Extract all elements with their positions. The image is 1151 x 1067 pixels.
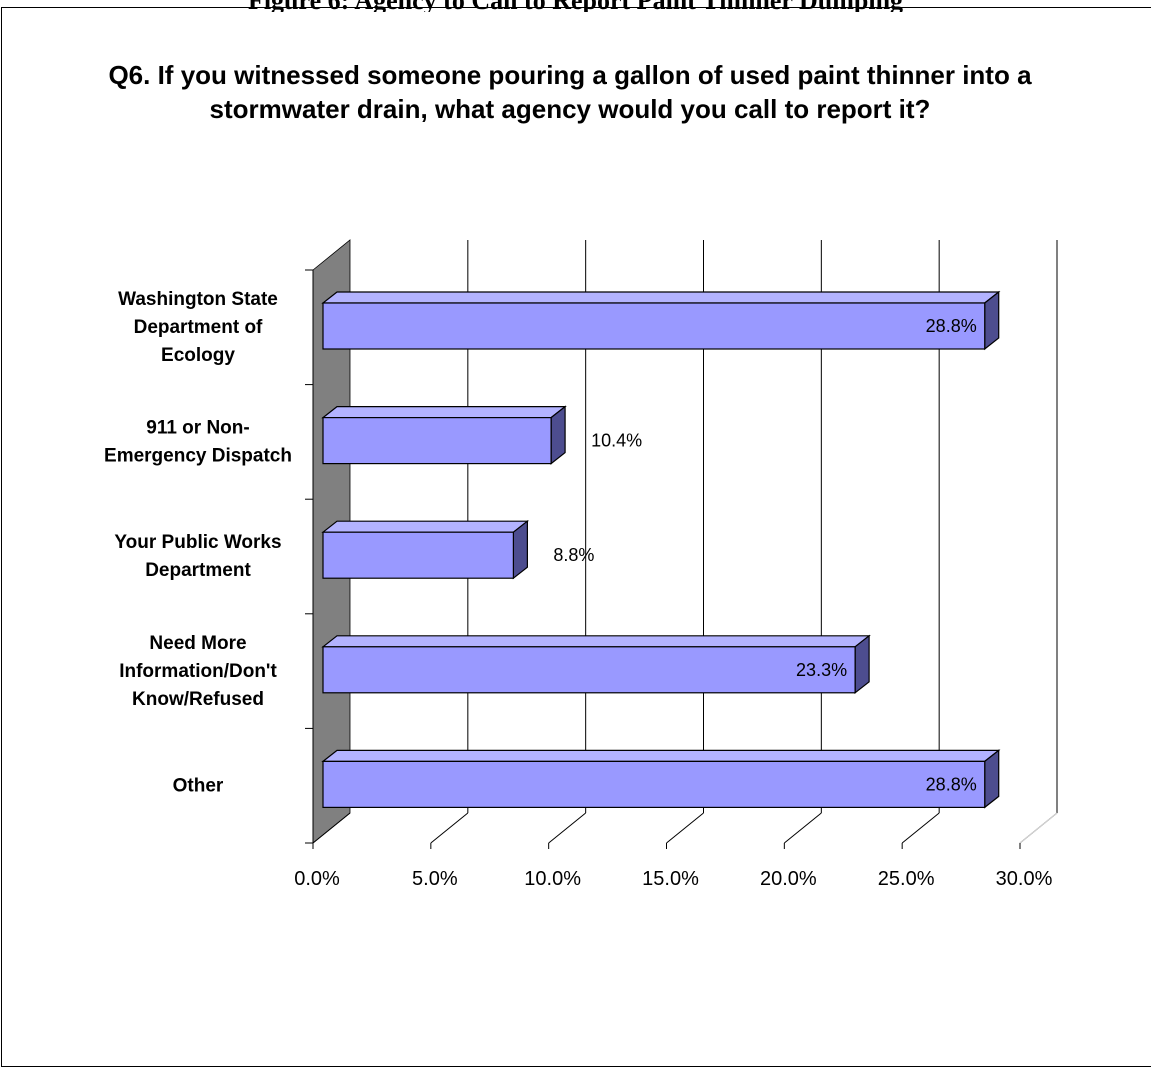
category-label-line: Department [145,560,251,581]
category-label-line: Your Public Works [114,532,281,553]
bar-top-face [321,749,1001,763]
category-label: Washington State Department of Ecology [118,289,278,366]
data-label: 28.8% [926,774,977,794]
category-label-line: Know/Refused [132,689,264,710]
category-label: Other [173,775,224,796]
data-label: 23.3% [796,660,847,680]
category-label: Your Public Works Department [114,532,281,581]
bar [322,302,986,350]
bar [322,760,986,809]
bar [322,417,552,465]
category-label-line: Emergency Dispatch [104,446,292,467]
category-label-line: Information/Don't [119,661,277,682]
category-label-line: Other [173,775,224,796]
floor-gridline [784,812,822,844]
floor-edge [1019,812,1058,844]
data-label: 8.8% [553,545,594,565]
bar-top-face [321,520,530,533]
category-label-line: Department of [134,317,263,338]
bar-top-face [321,635,871,648]
data-label: 28.8% [926,316,977,336]
x-tick-label: 25.0% [878,868,935,890]
category-label-line: Ecology [161,345,235,366]
bar-top-face [321,406,567,419]
x-tick-label: 5.0% [412,868,458,890]
figure-caption: Figure 6: Agency to Call to Report Paint… [0,0,1151,12]
data-label: 10.4% [591,431,642,451]
bar [322,646,856,694]
category-label: Need More Information/Don't Know/Refused [119,633,277,710]
bar-top-face [321,291,1001,304]
x-tick-label: 10.0% [524,868,581,890]
floor-gridline [312,812,351,844]
x-tick-label: 15.0% [642,868,699,890]
floor-gridline [901,812,940,844]
x-tick-label: 0.0% [294,868,340,890]
bar-chart: 28.8% Washington State Department of Ecolog… [104,239,1058,890]
floor-gridline [548,812,586,844]
floor-gridline [666,812,704,844]
chart-title: Q6. If you witnessed someone pouring a g… [108,60,1032,124]
floor-gridline [430,812,469,844]
category-label: 911 or Non- Emergency Dispatch [104,418,292,467]
x-tick-label: 30.0% [996,868,1053,890]
x-tick-label: 20.0% [760,868,817,890]
bar [322,531,514,579]
category-label-line: Washington State [118,289,278,310]
category-label-line: 911 or Non- [146,418,249,439]
category-label-line: Need More [149,633,246,654]
